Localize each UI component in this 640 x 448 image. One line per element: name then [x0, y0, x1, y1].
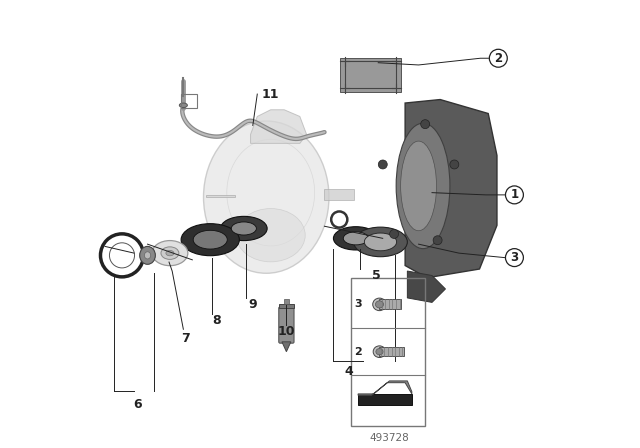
- Ellipse shape: [401, 141, 436, 231]
- Text: 3: 3: [355, 299, 362, 310]
- Ellipse shape: [204, 121, 329, 273]
- Ellipse shape: [231, 222, 257, 235]
- Ellipse shape: [333, 227, 378, 250]
- Ellipse shape: [221, 216, 267, 241]
- Ellipse shape: [343, 232, 369, 245]
- Text: 2: 2: [354, 347, 362, 357]
- Text: 493728: 493728: [369, 433, 410, 443]
- Polygon shape: [251, 110, 307, 143]
- Text: 4: 4: [345, 365, 353, 379]
- Ellipse shape: [396, 123, 450, 249]
- Text: 1: 1: [510, 188, 518, 202]
- Text: 8: 8: [212, 314, 220, 327]
- Circle shape: [433, 236, 442, 245]
- Ellipse shape: [373, 346, 386, 358]
- Bar: [284, 299, 289, 304]
- Text: 10: 10: [278, 325, 295, 338]
- Polygon shape: [282, 342, 291, 352]
- Ellipse shape: [152, 241, 188, 266]
- Ellipse shape: [166, 250, 174, 256]
- Text: 5: 5: [372, 269, 380, 282]
- Polygon shape: [206, 195, 235, 197]
- Ellipse shape: [236, 209, 305, 262]
- Ellipse shape: [372, 298, 386, 310]
- Ellipse shape: [181, 224, 239, 256]
- Bar: [358, 394, 412, 405]
- Text: 9: 9: [248, 298, 257, 311]
- Text: 7: 7: [181, 332, 190, 345]
- Bar: [345, 61, 396, 88]
- Polygon shape: [358, 381, 412, 395]
- Bar: [351, 278, 426, 426]
- FancyBboxPatch shape: [279, 307, 294, 343]
- Circle shape: [450, 160, 459, 169]
- Ellipse shape: [179, 103, 188, 108]
- Ellipse shape: [140, 246, 156, 264]
- Text: 2: 2: [494, 52, 502, 65]
- Ellipse shape: [193, 230, 227, 249]
- Polygon shape: [405, 99, 497, 278]
- Bar: [324, 189, 354, 200]
- Circle shape: [420, 120, 429, 129]
- Ellipse shape: [376, 349, 383, 355]
- Polygon shape: [407, 271, 445, 302]
- Bar: [279, 304, 294, 308]
- Text: 6: 6: [133, 397, 141, 411]
- Text: 3: 3: [510, 251, 518, 264]
- Ellipse shape: [354, 227, 408, 257]
- Text: 11: 11: [261, 87, 278, 101]
- Ellipse shape: [376, 301, 383, 308]
- Circle shape: [109, 243, 134, 268]
- Bar: [380, 299, 401, 309]
- Ellipse shape: [364, 233, 397, 251]
- Circle shape: [378, 160, 387, 169]
- Ellipse shape: [161, 247, 179, 259]
- Ellipse shape: [145, 252, 150, 259]
- Polygon shape: [340, 58, 401, 92]
- Circle shape: [390, 229, 399, 238]
- Bar: [181, 94, 197, 108]
- Bar: [380, 347, 404, 356]
